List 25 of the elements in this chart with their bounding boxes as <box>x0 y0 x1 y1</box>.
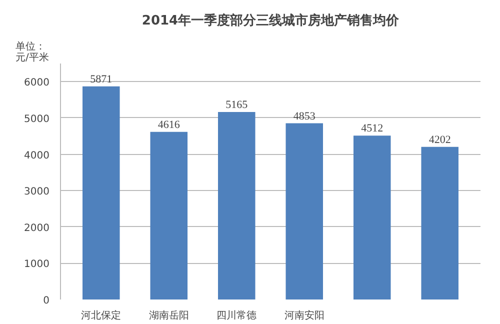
y-tick-label: 0 <box>43 296 50 306</box>
bar <box>421 146 458 300</box>
data-label: 4616 <box>158 118 180 131</box>
y-tick-label: 6000 <box>24 78 50 89</box>
y-axis-title: 单位：元/平米 <box>16 40 49 64</box>
data-label: 5871 <box>90 73 112 86</box>
y-tick-label: 5000 <box>24 114 50 125</box>
data-label: 4202 <box>428 134 451 146</box>
chart-title: 2014年一季度部分三线城市房地产销售均价 <box>142 12 400 28</box>
y-tick-label: 1000 <box>24 259 50 270</box>
bar <box>150 132 188 300</box>
bar <box>82 86 120 300</box>
bar <box>286 123 323 300</box>
x-tick-label: 湖南岳阳 <box>148 310 189 322</box>
data-label: 4512 <box>361 122 384 135</box>
y-tick-label: 4000 <box>24 150 50 162</box>
data-label: 4853 <box>293 110 316 122</box>
x-tick-label: 河北保定 <box>81 310 122 322</box>
data-label: 5165 <box>226 98 248 111</box>
bar <box>218 112 256 300</box>
y-tick-label: 2000 <box>24 222 50 234</box>
x-tick-label: 四川常德 <box>216 310 257 322</box>
x-tick-label: 河南安阳 <box>284 310 324 322</box>
y-tick-label: 3000 <box>24 186 50 198</box>
bar <box>353 136 391 300</box>
